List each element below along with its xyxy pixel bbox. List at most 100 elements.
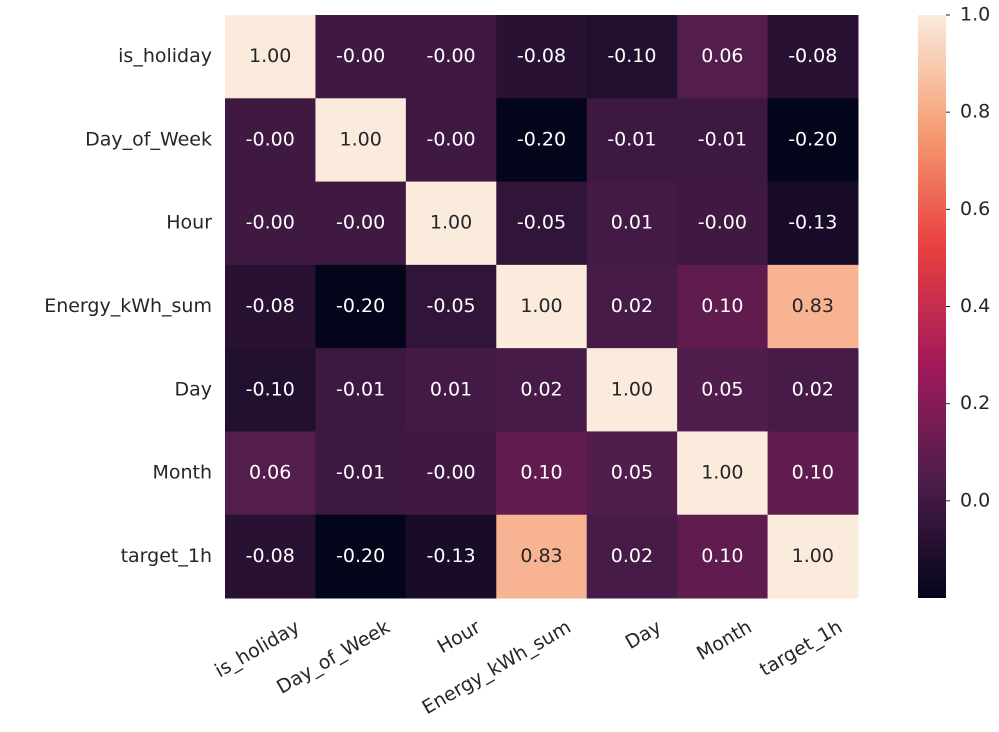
cell-label: -0.01 bbox=[336, 378, 385, 400]
cell-label: -0.20 bbox=[517, 128, 566, 150]
heatmap-cell bbox=[767, 348, 859, 432]
heatmap-cell bbox=[586, 264, 678, 349]
cell-label: 0.10 bbox=[520, 462, 562, 484]
heatmap-cell bbox=[767, 181, 859, 266]
cell-label: 0.02 bbox=[611, 545, 653, 567]
x-tick-label: Month bbox=[693, 616, 756, 665]
heatmap-cell bbox=[677, 348, 769, 432]
heatmap-cell bbox=[496, 348, 588, 432]
cell-label: -0.08 bbox=[246, 545, 295, 567]
colorbar-tick-label: 0.6 bbox=[960, 198, 990, 220]
heatmap-cell bbox=[225, 431, 316, 516]
heatmap-cell bbox=[405, 264, 497, 349]
heatmap-cell bbox=[767, 431, 859, 516]
cell-label: -0.08 bbox=[517, 45, 566, 67]
x-tick-label: Hour bbox=[434, 616, 485, 658]
heatmap-cell bbox=[677, 98, 769, 183]
cell-label: -0.00 bbox=[698, 212, 747, 234]
cell-label: -0.00 bbox=[246, 212, 295, 234]
cell-label: 0.10 bbox=[792, 462, 834, 484]
heatmap-cell bbox=[225, 514, 316, 599]
heatmap-cell bbox=[225, 15, 316, 99]
heatmap-cell bbox=[405, 431, 497, 516]
heatmap-cell bbox=[315, 348, 407, 432]
cell-label: -0.13 bbox=[788, 212, 837, 234]
heatmap-cell bbox=[586, 181, 678, 266]
heatmap-cell bbox=[496, 431, 588, 516]
heatmap-cell bbox=[586, 98, 678, 183]
y-tick-label: target_1h bbox=[121, 545, 212, 567]
cell-label: 1.00 bbox=[430, 212, 472, 234]
heatmap-cell bbox=[315, 264, 407, 349]
cell-label: 1.00 bbox=[520, 295, 562, 317]
colorbar-tick-label: 0.4 bbox=[960, 295, 990, 317]
cell-label: -0.05 bbox=[517, 212, 566, 234]
heatmap-cell bbox=[677, 431, 769, 516]
cell-label: 1.00 bbox=[611, 378, 653, 400]
heatmap-cell bbox=[586, 431, 678, 516]
cell-label: -0.01 bbox=[698, 128, 747, 150]
heatmap-cell bbox=[767, 264, 859, 349]
y-tick-label: Month bbox=[152, 462, 212, 484]
cell-label: 0.10 bbox=[701, 295, 743, 317]
cell-label: -0.05 bbox=[426, 295, 475, 317]
heatmap-cell bbox=[315, 98, 407, 183]
heatmap-cell bbox=[496, 181, 588, 266]
cell-label: 1.00 bbox=[701, 462, 743, 484]
cell-label: 0.83 bbox=[792, 295, 834, 317]
y-tick-label: is_holiday bbox=[118, 45, 212, 67]
y-tick-label: Day_of_Week bbox=[85, 128, 212, 150]
heatmap-cell bbox=[315, 431, 407, 516]
cell-label: -0.00 bbox=[336, 45, 385, 67]
cell-label: -0.13 bbox=[426, 545, 475, 567]
colorbar-tick-label: 1.0 bbox=[960, 4, 990, 26]
cell-label: -0.10 bbox=[607, 45, 656, 67]
colorbar-tick-label: 0.8 bbox=[960, 101, 990, 123]
heatmap-cell bbox=[225, 98, 316, 183]
cell-label: 0.02 bbox=[611, 295, 653, 317]
heatmap-cell bbox=[496, 15, 588, 99]
cell-label: -0.00 bbox=[336, 212, 385, 234]
cell-label: -0.20 bbox=[788, 128, 837, 150]
colorbar bbox=[918, 15, 946, 598]
cell-label: 0.02 bbox=[520, 378, 562, 400]
y-tick-label: Day bbox=[174, 378, 212, 400]
colorbar-tick-label: 0.2 bbox=[960, 392, 990, 414]
cell-label: 0.02 bbox=[792, 378, 834, 400]
cell-label: -0.00 bbox=[426, 462, 475, 484]
heatmap-cell bbox=[315, 15, 407, 99]
cell-label: -0.08 bbox=[788, 45, 837, 67]
heatmap-cell bbox=[405, 514, 497, 599]
cell-label: -0.01 bbox=[336, 462, 385, 484]
heatmap-cell bbox=[677, 15, 769, 99]
cell-label: 1.00 bbox=[792, 545, 834, 567]
colorbar-tick-label: 0.0 bbox=[960, 489, 990, 511]
heatmap-cell bbox=[767, 15, 859, 99]
cell-label: -0.08 bbox=[246, 295, 295, 317]
heatmap-cell bbox=[677, 264, 769, 349]
heatmap-cell bbox=[496, 98, 588, 183]
cell-label: -0.00 bbox=[246, 128, 295, 150]
x-tick-label: target_1h bbox=[756, 616, 846, 681]
heatmap-cell bbox=[677, 181, 769, 266]
heatmap-cell bbox=[496, 264, 588, 349]
heatmap-cell bbox=[225, 264, 316, 349]
heatmap-cell bbox=[405, 15, 497, 99]
heatmap-cell bbox=[405, 181, 497, 266]
cell-label: 0.05 bbox=[611, 462, 653, 484]
cell-label: -0.00 bbox=[426, 128, 475, 150]
heatmap-cell bbox=[496, 514, 588, 599]
heatmap-cell bbox=[315, 181, 407, 266]
heatmap-cell bbox=[405, 348, 497, 432]
cell-label: -0.00 bbox=[426, 45, 475, 67]
cell-label: 0.01 bbox=[611, 212, 653, 234]
cell-label: -0.20 bbox=[336, 295, 385, 317]
heatmap-cell bbox=[586, 348, 678, 432]
x-tick-label: Day bbox=[622, 616, 666, 654]
heatmap-cell bbox=[767, 98, 859, 183]
cell-label: 1.00 bbox=[249, 45, 291, 67]
y-tick-label: Hour bbox=[166, 212, 212, 234]
heatmap-cell bbox=[225, 181, 316, 266]
cell-label: 0.10 bbox=[701, 545, 743, 567]
